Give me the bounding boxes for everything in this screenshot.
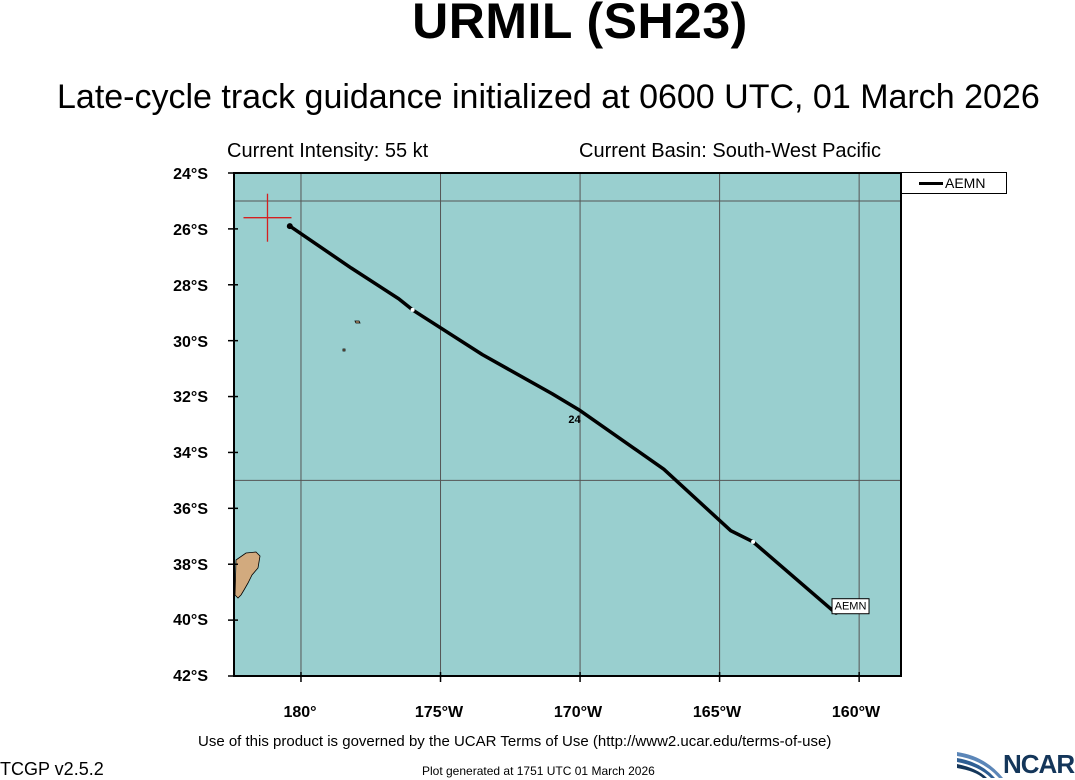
lat-label: 32°S — [173, 389, 208, 406]
map-grid — [234, 173, 901, 676]
software-version: TCGP v2.5.2 — [0, 759, 104, 779]
track-end-label-text: AEMN — [835, 601, 867, 613]
legend: AEMN — [901, 172, 1007, 194]
track-end-label-box — [831, 598, 870, 615]
lat-label: 26°S — [173, 222, 208, 239]
lat-label: 30°S — [173, 334, 208, 351]
storm-title: URMIL (SH23) — [412, 0, 748, 49]
plot-generated-time: Plot generated at 1751 UTC 01 March 2026 — [422, 764, 655, 778]
current-basin: Current Basin: South-West Pacific — [579, 140, 881, 162]
lon-label: 175°W — [414, 704, 464, 721]
lat-label: 40°S — [173, 612, 208, 629]
track-day-ticks — [410, 307, 756, 544]
lat-label: 24°S — [173, 166, 208, 183]
ncar-logo: NCAR — [955, 748, 1075, 780]
track-start-dot — [286, 223, 293, 230]
track-tick — [410, 307, 415, 312]
lon-label: 170°W — [553, 704, 603, 721]
terms-of-use: Use of this product is governed by the U… — [198, 733, 832, 750]
legend-swatch-aemn — [919, 182, 943, 185]
lat-label: 38°S — [173, 557, 208, 574]
lat-label: 42°S — [173, 668, 208, 685]
island-small — [342, 348, 346, 352]
axis-ticks — [228, 172, 860, 682]
track-end-label: AEMN — [831, 598, 870, 615]
ncar-logo-swoosh-icon — [957, 752, 1003, 778]
legend-label-aemn: AEMN — [945, 175, 986, 191]
ocean-background — [234, 173, 901, 676]
track-hour-label: 24 — [568, 414, 581, 426]
lat-label: 36°S — [173, 501, 208, 518]
guidance-subtitle: Late-cycle track guidance initialized at… — [57, 78, 1040, 116]
current-position-marker — [243, 193, 292, 242]
lat-label: 28°S — [173, 278, 208, 295]
lon-label: 165°W — [692, 704, 742, 721]
ncar-logo-text: NCAR — [1003, 749, 1075, 779]
lat-label: 34°S — [173, 445, 208, 462]
island-landmass — [234, 551, 261, 599]
current-intensity: Current Intensity: 55 kt — [227, 140, 429, 162]
island-small — [354, 320, 361, 324]
map-frame — [233, 172, 902, 677]
lon-label: 180° — [283, 704, 317, 721]
lon-label: 160°W — [831, 704, 881, 721]
track-line-aemn — [288, 224, 836, 614]
track-tick — [751, 539, 756, 544]
